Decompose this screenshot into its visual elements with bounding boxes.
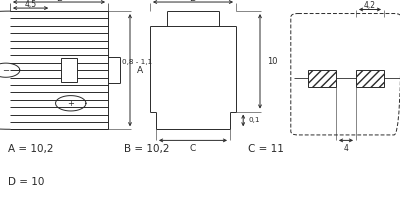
Text: B = 10,2: B = 10,2 bbox=[124, 144, 170, 155]
Text: C: C bbox=[190, 144, 196, 153]
Text: A = 10,2: A = 10,2 bbox=[8, 144, 54, 155]
Text: 0,1: 0,1 bbox=[249, 117, 260, 123]
Bar bbox=[356, 70, 384, 87]
Text: C = 11: C = 11 bbox=[248, 144, 284, 155]
Text: D: D bbox=[190, 0, 196, 3]
Text: −: − bbox=[2, 66, 9, 75]
Text: A: A bbox=[137, 66, 143, 75]
Text: 4: 4 bbox=[344, 144, 348, 153]
Text: D = 10: D = 10 bbox=[8, 177, 44, 187]
Text: B: B bbox=[56, 0, 62, 3]
Text: 4,5: 4,5 bbox=[24, 0, 37, 9]
Text: 4,2: 4,2 bbox=[364, 1, 376, 10]
Text: 10: 10 bbox=[267, 57, 278, 66]
Bar bbox=[308, 70, 336, 87]
Text: 0,8 - 1,1: 0,8 - 1,1 bbox=[122, 59, 152, 65]
Bar bbox=[61, 58, 77, 82]
Text: +: + bbox=[67, 99, 74, 108]
